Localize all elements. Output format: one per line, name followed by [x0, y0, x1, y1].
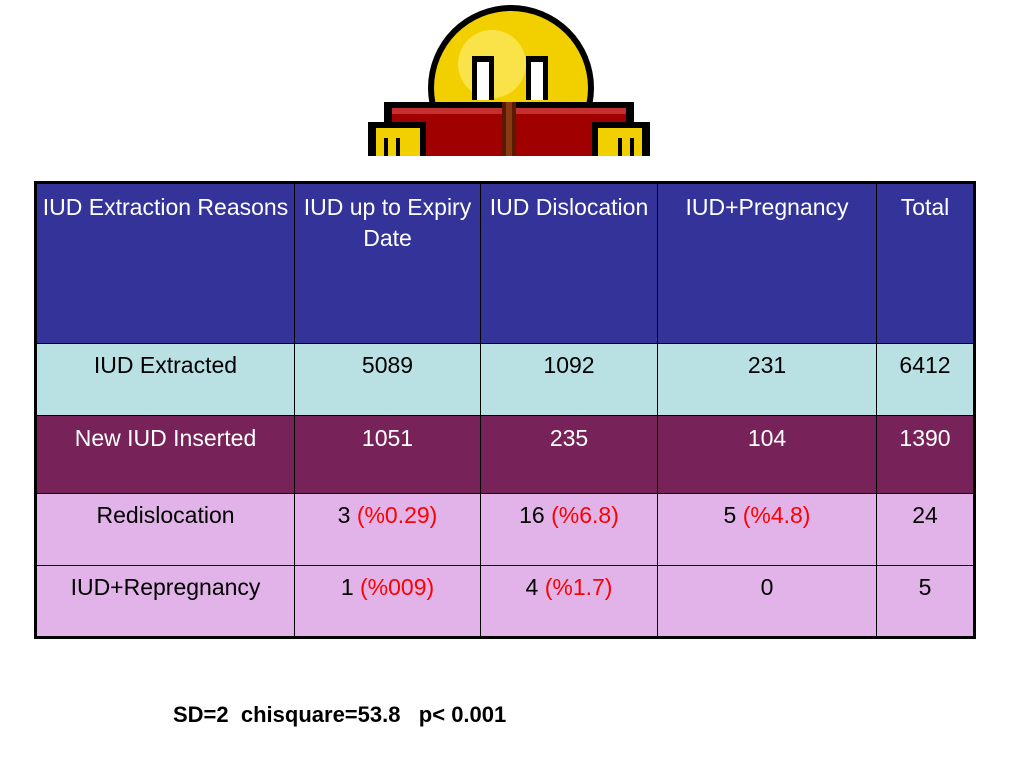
percent-value: (%4.8) — [742, 502, 811, 528]
header-pregnancy: IUD+Pregnancy — [657, 182, 877, 344]
table-row-redislocation: Redislocation 3 (%0.29) 16 (%6.8) 5 (%4.… — [35, 493, 975, 566]
cell-value: 104 — [657, 415, 877, 494]
statistics-footer: SD=2 chisquare=53.8 p< 0.001 — [173, 702, 507, 727]
cell-value: 1092 — [480, 343, 658, 416]
cell-total: 1390 — [876, 415, 975, 494]
count-value: 3 — [337, 502, 351, 528]
cell-total: 5 — [876, 565, 975, 638]
header-dislocation: IUD Dislocation — [480, 182, 658, 344]
cell-value: 16 (%6.8) — [480, 493, 658, 566]
count-value: 4 — [525, 574, 539, 600]
cell-value: 1051 — [294, 415, 481, 494]
table-row-new-iud-inserted: New IUD Inserted 1051 235 104 1390 — [35, 415, 975, 494]
percent-value: (%0.29) — [356, 502, 438, 528]
table-row-iud-repregnancy: IUD+Repregnancy 1 (%009) 4 (%1.7) 0 5 — [35, 565, 975, 638]
cell-value: 3 (%0.29) — [294, 493, 481, 566]
header-expiry-date: IUD up to Expiry Date — [294, 182, 481, 344]
percent-value: (%009) — [360, 574, 435, 600]
row-label-iud-repregnancy: IUD+Repregnancy — [35, 565, 295, 638]
peeking-smiley-icon — [368, 5, 650, 156]
row-label-iud-extracted: IUD Extracted — [35, 343, 295, 416]
cell-value: 0 — [657, 565, 877, 638]
count-value: 1 — [340, 574, 354, 600]
row-label-new-iud-inserted: New IUD Inserted — [35, 415, 295, 494]
cell-value: 5 (%4.8) — [657, 493, 877, 566]
percent-value: (%1.7) — [544, 574, 613, 600]
table-header-row: IUD Extraction Reasons IUD up to Expiry … — [35, 182, 975, 344]
cell-value: 4 (%1.7) — [480, 565, 658, 638]
header-extraction-reasons: IUD Extraction Reasons — [35, 182, 295, 344]
count-value: 16 — [519, 502, 545, 528]
header-total: Total — [876, 182, 975, 344]
table-row-iud-extracted: IUD Extracted 5089 1092 231 6412 — [35, 343, 975, 416]
cell-value: 1 (%009) — [294, 565, 481, 638]
cell-value: 231 — [657, 343, 877, 416]
iud-extraction-table: IUD Extraction Reasons IUD up to Expiry … — [34, 181, 976, 639]
percent-value: (%6.8) — [551, 502, 619, 528]
cell-total: 24 — [876, 493, 975, 566]
count-value: 5 — [723, 502, 737, 528]
cell-total: 6412 — [876, 343, 975, 416]
row-label-redislocation: Redislocation — [35, 493, 295, 566]
cell-value: 5089 — [294, 343, 481, 416]
cell-value: 235 — [480, 415, 658, 494]
